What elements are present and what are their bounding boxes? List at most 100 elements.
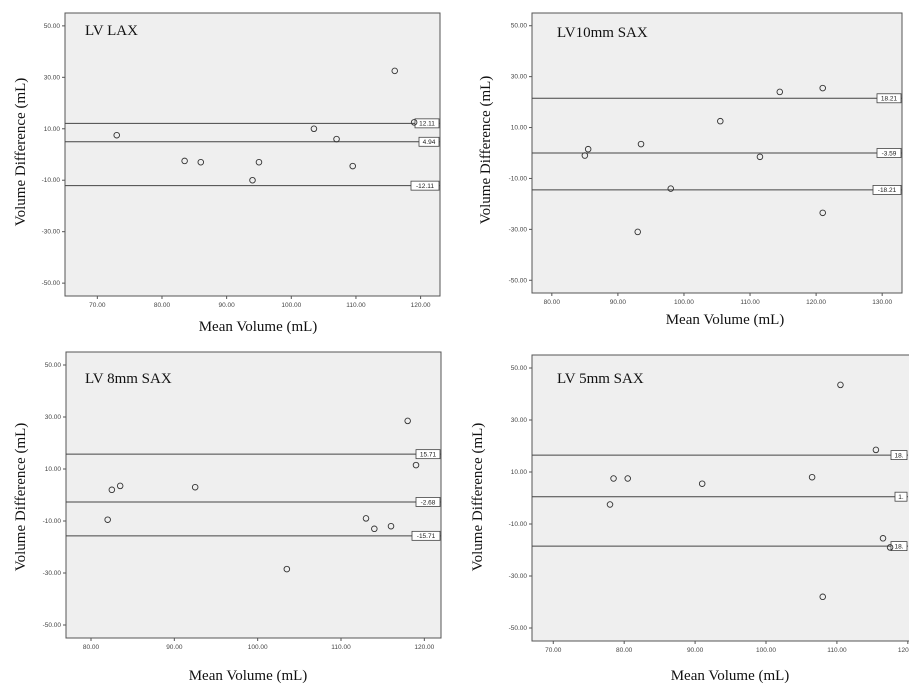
panel-lv-8mm-sax: LV 8mm SAX Mean Volume (mL) Volume Diffe… (13, 351, 442, 684)
reference-lines: 15.71 -2.68 -15.71 (66, 449, 441, 541)
reference-label: -18.21 (878, 187, 897, 194)
reference-label: 18.21 (881, 96, 898, 103)
data-point (717, 117, 724, 125)
data-point (113, 131, 120, 139)
data-point (584, 145, 592, 153)
y-tick-label: -50.00 (43, 622, 62, 629)
data-point (819, 209, 826, 217)
data-point (872, 446, 880, 454)
reference-label-box (890, 450, 908, 461)
data-point (698, 480, 706, 487)
reference-label-box (415, 449, 441, 460)
tick-layer: 50.00 30.00 10.00 -10.00 -30.00 -50.00 80.00 90… (43, 362, 435, 651)
tick-layer: 50.00 30.00 10.00 -10.00 -30.00 -50.00 80.00 90… (509, 23, 893, 306)
reference-label: 12.11 (419, 121, 435, 128)
x-tick-label: 130.00 (872, 299, 892, 306)
y-tick-label: -50.00 (42, 280, 61, 287)
data-point (819, 84, 826, 92)
x-tick-label: 90.00 (687, 647, 704, 654)
y-axis-title: Volume Difference (mL) (13, 423, 29, 572)
y-tick-label: -30.00 (509, 226, 528, 233)
data-point (249, 176, 256, 184)
x-tick-label: 80.00 (83, 644, 100, 651)
reference-label: 15.71 (420, 451, 437, 458)
reference-label-box (890, 541, 908, 551)
x-tick-label: 100.00 (281, 302, 301, 309)
plot-area (65, 351, 442, 639)
x-tick-label: 100.00 (674, 299, 694, 306)
x-tick-label: 120.00 (898, 647, 909, 654)
plot-area (64, 12, 441, 297)
data-point (819, 593, 826, 601)
y-tick-label: -10.00 (42, 177, 61, 184)
data-point (808, 473, 816, 481)
panel-lv-lax: LV LAX Mean Volume (mL) Volume Differenc… (13, 12, 441, 335)
tick-layer: 50.00 30.00 10.00 -10.00 -30.00 -50.00 70.00 80… (42, 23, 431, 309)
data-point (606, 501, 614, 508)
y-tick-label: 10.00 (511, 125, 528, 132)
data-point (667, 185, 675, 192)
y-tick-label: 30.00 (511, 74, 528, 81)
reference-label: 18. (894, 452, 903, 459)
data-point (108, 486, 116, 494)
x-tick-label: 90.00 (610, 299, 627, 306)
data-points (581, 84, 826, 236)
data-point (349, 162, 356, 170)
reference-lines: 18.21 -3.59 -18.21 (532, 93, 902, 195)
y-tick-label: -10.00 (509, 175, 528, 182)
y-tick-label: 50.00 (45, 362, 62, 369)
y-axis-title: Volume Difference (mL) (470, 423, 486, 572)
data-point (391, 67, 398, 75)
x-tick-label: 110.00 (331, 644, 351, 651)
reference-label-box (894, 491, 908, 502)
data-point (404, 417, 411, 425)
data-point (387, 522, 395, 530)
y-tick-label: 50.00 (511, 365, 528, 372)
y-tick-label: 10.00 (511, 469, 528, 476)
data-point (412, 461, 420, 469)
y-tick-label: -10.00 (43, 518, 62, 525)
x-axis-title: Mean Volume (mL) (189, 668, 308, 684)
data-point (310, 125, 318, 133)
data-point (634, 228, 641, 236)
y-tick-label: -30.00 (509, 573, 528, 580)
x-tick-label: 70.00 (545, 647, 562, 654)
data-point (879, 535, 887, 542)
x-tick-label: 80.00 (544, 299, 561, 306)
y-tick-label: 30.00 (511, 417, 528, 424)
reference-label-box (872, 185, 902, 195)
reference-label: -15.71 (417, 533, 436, 540)
y-axis-title: Volume Difference (mL) (478, 76, 494, 225)
reference-label: 1. (898, 494, 904, 501)
data-points (104, 417, 420, 573)
panel-lv-5mm-sax: LV 5mm SAX Mean Volume (mL) Volume Diffe… (470, 354, 909, 684)
x-tick-label: 90.00 (218, 302, 235, 309)
y-tick-label: 10.00 (44, 126, 61, 133)
reference-label-box (410, 180, 440, 191)
x-axis-title: Mean Volume (mL) (671, 668, 790, 684)
data-point (362, 515, 370, 522)
panel-title: LV 5mm SAX (557, 371, 644, 387)
y-tick-label: -30.00 (42, 229, 61, 236)
reference-label: 18. (894, 543, 903, 550)
data-point (283, 565, 291, 573)
reference-label-box (415, 497, 441, 507)
panel-title: LV LAX (85, 23, 138, 39)
tick-layer: 50.00 30.00 10.00 -10.00 -30.00 -50.00 70.00 80… (509, 365, 909, 654)
reference-label: -2.68 (421, 499, 436, 506)
x-tick-label: 120.00 (806, 299, 826, 306)
x-tick-label: 90.00 (166, 644, 183, 651)
reference-label: -12.11 (416, 183, 434, 190)
reference-label-box (418, 136, 440, 147)
reference-label: -3.59 (882, 150, 897, 157)
x-tick-label: 120.00 (411, 302, 431, 309)
reference-lines: 18. 1. 18. (532, 450, 908, 551)
reference-label-box (876, 93, 902, 104)
x-tick-label: 70.00 (89, 302, 106, 309)
y-tick-label: -30.00 (43, 570, 62, 577)
data-point (181, 157, 188, 165)
x-tick-label: 110.00 (740, 299, 760, 306)
y-tick-label: 10.00 (45, 466, 62, 473)
panel-title: LV10mm SAX (557, 25, 648, 41)
